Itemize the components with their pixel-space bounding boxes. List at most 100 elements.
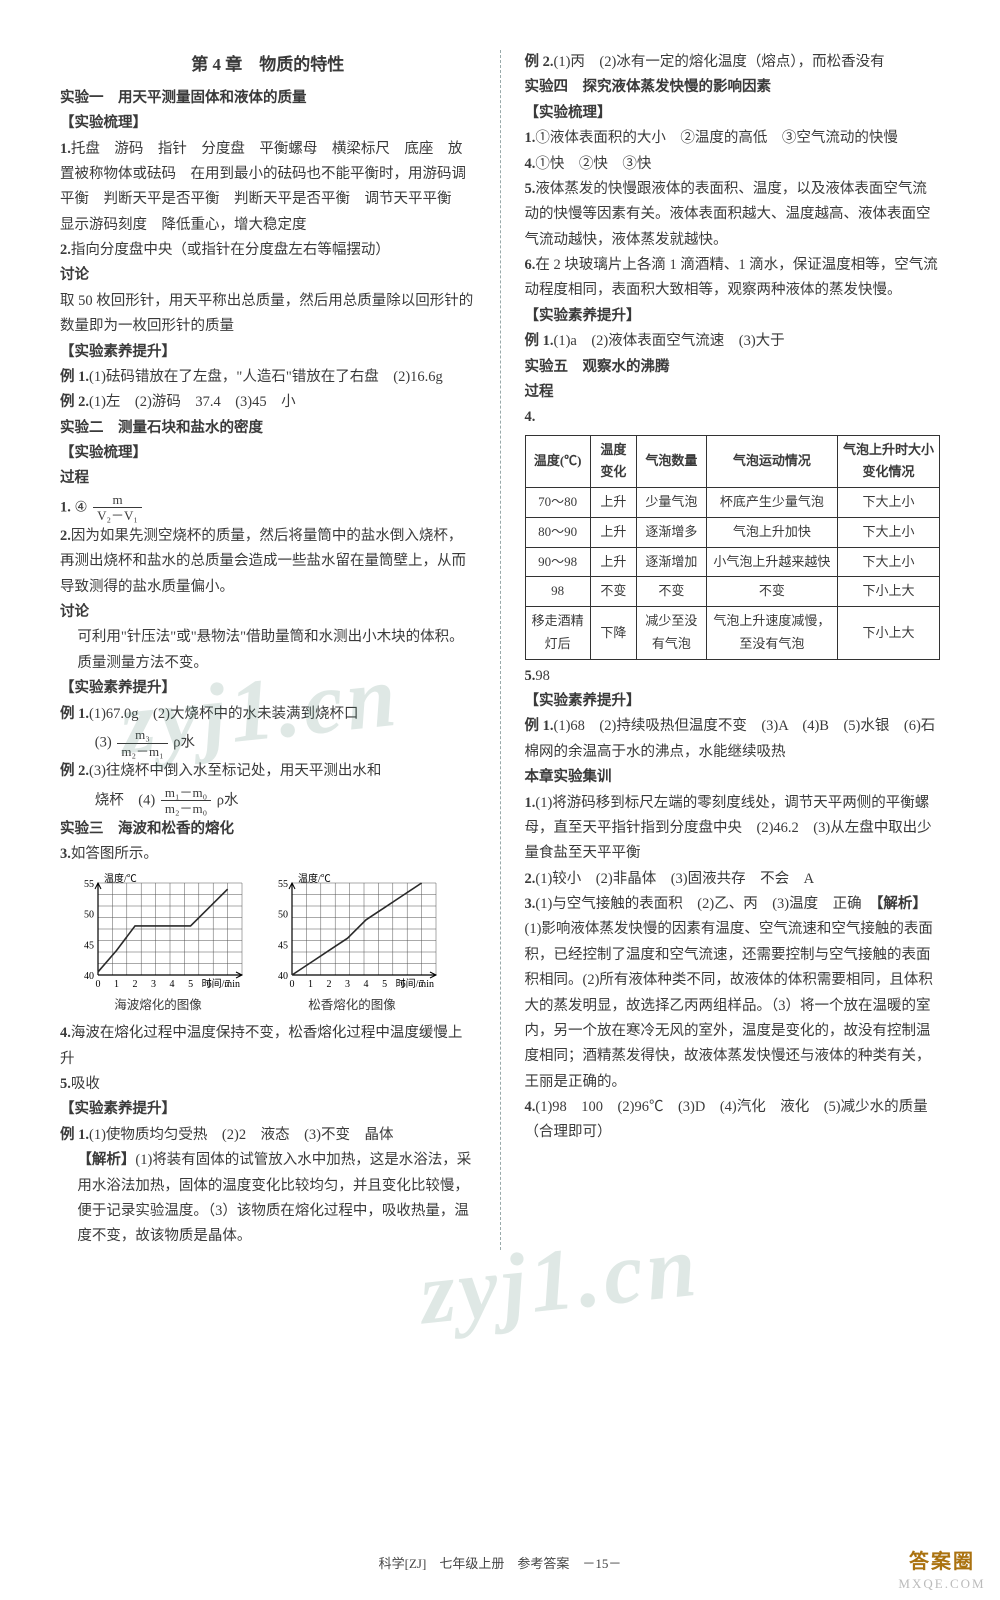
- svg-text:2: 2: [133, 979, 138, 990]
- item-text: ①液体表面积的大小 ②温度的高低 ③空气流动的快慢: [535, 130, 898, 146]
- table-header: 气泡运动情况: [706, 435, 837, 488]
- item-label: 5.: [525, 181, 536, 197]
- para: 1.①液体表面积的大小 ②温度的高低 ③空气流动的快慢: [525, 126, 941, 151]
- item-text: 吸收: [71, 1076, 100, 1092]
- para: 可利用"针压法"或"悬物法"借助量筒和水测出小木块的体积。质量测量方法不变。: [60, 625, 476, 676]
- section-skill: 【实验素养提升】: [525, 304, 941, 329]
- analysis-label: 【解析】: [77, 1152, 135, 1168]
- svg-text:0: 0: [96, 979, 101, 990]
- item-text: 指向分度盘中央（或指针在分度盘左右等幅摆动）: [71, 242, 390, 258]
- fraction-numerator: m₁－m₀: [161, 785, 211, 802]
- svg-text:温度/℃: 温度/℃: [104, 873, 137, 885]
- fraction: m₃ m₂－m₁: [117, 727, 167, 759]
- experiment-3-title: 实验三 海波和松香的熔化: [60, 817, 476, 842]
- item-label: 1.: [525, 130, 536, 146]
- fraction-suffix: ρ水: [173, 734, 195, 750]
- table-cell: 气泡上升速度减慢，至没有气泡: [706, 607, 837, 660]
- item-label: 4.: [525, 156, 536, 172]
- experiment-2-title: 实验二 测量石块和盐水的密度: [60, 416, 476, 441]
- fraction: m V₂－V₁: [93, 492, 142, 524]
- table-header: 气泡数量: [636, 435, 706, 488]
- chapter-training-title: 本章实验集训: [525, 765, 941, 790]
- analysis-text: (1)影响液体蒸发快慢的因素有温度、空气流速和空气接触的表面积，已经控制了温度和…: [525, 921, 933, 1089]
- svg-text:55: 55: [84, 879, 94, 890]
- item-prefix: (3): [95, 734, 112, 750]
- chart-melting-haibo: 4045505501234567温度/℃时间/min: [68, 873, 248, 993]
- para: 1. ④ m V₂－V₁: [60, 492, 476, 524]
- example-text: (1)砝码错放在了左盘，"人造石"错放在了右盘 (2)16.6g: [89, 369, 443, 385]
- analysis-label: 【解析】: [876, 896, 927, 912]
- item-text: 托盘 游码 指针 分度盘 平衡螺母 横梁标尺 底座 放置被称物体或砝码 在用到最…: [60, 141, 466, 233]
- experiment-5-title: 实验五 观察水的沸腾: [525, 355, 941, 380]
- table-cell: 上升: [590, 517, 636, 547]
- example-label: 例 1.: [525, 333, 554, 349]
- two-column-layout: 第 4 章 物质的特性 实验一 用天平测量固体和液体的质量 【实验梳理】 1.托…: [60, 50, 940, 1250]
- example-text: (1)使物质均匀受热 (2)2 液态 (3)不变 晶体: [89, 1127, 393, 1143]
- item-prefix: ④: [75, 499, 88, 515]
- para: 例 2.(1)左 (2)游码 37.4 (3)45 小: [60, 390, 476, 415]
- right-column: 例 2.(1)丙 (2)冰有一定的熔化温度（熔点），而松香没有 实验四 探究液体…: [525, 50, 941, 1250]
- section-sort: 【实验梳理】: [60, 111, 476, 136]
- para: 例 1.(1)67.0g (2)大烧杯中的水未装满到烧杯口: [60, 702, 476, 727]
- item-label: 2.: [60, 242, 71, 258]
- svg-text:45: 45: [84, 941, 94, 952]
- para: 4.海波在熔化过程中温度保持不变，松香熔化过程中温度缓慢上升: [60, 1021, 476, 1072]
- item-label: 1.: [60, 141, 71, 157]
- table-cell: 90～98: [525, 547, 590, 577]
- section-skill: 【实验素养提升】: [60, 1097, 476, 1122]
- table-row: 90～98上升逐渐增加小气泡上升越来越快下大上小: [525, 547, 940, 577]
- example-label: 例 1.: [525, 718, 554, 734]
- item-text: (1)与空气接触的表面积 (2)乙、丙 (3)温度 正确: [535, 896, 861, 912]
- svg-text:0: 0: [290, 979, 295, 990]
- para: 5.吸收: [60, 1072, 476, 1097]
- para: 3.如答图所示。: [60, 842, 476, 867]
- svg-text:时间/min: 时间/min: [396, 977, 434, 990]
- badge-title: 答案圈: [892, 1545, 992, 1574]
- badge-url: MXQE.COM: [892, 1576, 992, 1592]
- section-discussion: 讨论: [60, 600, 476, 625]
- table-cell: 气泡上升加快: [706, 517, 837, 547]
- experiment-4-title: 实验四 探究液体蒸发快慢的影响因素: [525, 75, 941, 100]
- table-cell: 下大上小: [837, 547, 939, 577]
- chart-caption: 松香熔化的图像: [308, 995, 396, 1017]
- svg-text:5: 5: [382, 979, 387, 990]
- experiment-1-title: 实验一 用天平测量固体和液体的质量: [60, 86, 476, 111]
- para: 4.①快 ②快 ③快: [525, 152, 941, 177]
- example-label: 例 2.: [60, 763, 89, 779]
- svg-text:50: 50: [84, 910, 94, 921]
- svg-text:3: 3: [151, 979, 156, 990]
- svg-text:5: 5: [188, 979, 193, 990]
- table-row: 80～90上升逐渐增多气泡上升加快下大上小: [525, 517, 940, 547]
- example-text: (1)67.0g (2)大烧杯中的水未装满到烧杯口: [89, 706, 358, 722]
- table-cell: 移走酒精灯后: [525, 607, 590, 660]
- table-cell: 80～90: [525, 517, 590, 547]
- fraction-numerator: m₃: [117, 727, 167, 744]
- fraction: m₁－m₀ m₂－m₀: [161, 785, 211, 817]
- svg-text:时间/min: 时间/min: [202, 977, 240, 990]
- section-skill: 【实验素养提升】: [525, 689, 941, 714]
- svg-text:50: 50: [278, 910, 288, 921]
- example-text: (1)68 (2)持续吸热但温度不变 (3)A (4)B (5)水银 (6)石棉…: [525, 718, 936, 759]
- item-text: (1)将游码移到标尺左端的零刻度线处，调节天平两侧的平衡螺母，直至天平指针指到分…: [525, 795, 932, 862]
- table-row: 98不变不变不变下小上大: [525, 577, 940, 607]
- svg-text:1: 1: [308, 979, 313, 990]
- table-cell: 不变: [636, 577, 706, 607]
- para: 3.(1)与空气接触的表面积 (2)乙、丙 (3)温度 正确 【解析】(1)影响…: [525, 892, 941, 1095]
- para: (3) m₃ m₂－m₁ ρ水: [60, 727, 476, 759]
- para: 【解析】(1)将装有固体的试管放入水中加热，这是水浴法，采用水浴法加热，固体的温…: [60, 1148, 476, 1250]
- chart-caption: 海波熔化的图像: [114, 995, 202, 1017]
- para: 例 2.(3)往烧杯中倒入水至标记处，用天平测出水和: [60, 759, 476, 784]
- chart-pair: 4045505501234567温度/℃时间/min 海波熔化的图像 40455…: [68, 873, 476, 1017]
- section-skill: 【实验素养提升】: [60, 676, 476, 701]
- item-label: 6.: [525, 257, 536, 273]
- item-text: (1)98 100 (2)96℃ (3)D (4)汽化 液化 (5)减少水的质量…: [525, 1099, 928, 1140]
- fraction-denominator: m₂－m₁: [117, 744, 167, 760]
- item-text: 因为如果先测空烧杯的质量，然后将量筒中的盐水倒入烧杯，再测出烧杯和盐水的总质量会…: [60, 528, 466, 595]
- para: 1.托盘 游码 指针 分度盘 平衡螺母 横梁标尺 底座 放置被称物体或砝码 在用…: [60, 137, 476, 239]
- para: 5.98: [525, 664, 941, 689]
- para: 6.在 2 块玻璃片上各滴 1 滴酒精、1 滴水，保证温度相等，空气流动程度相同…: [525, 253, 941, 304]
- fraction-denominator: V₂－V₁: [93, 508, 142, 524]
- item-label: 1.: [525, 795, 536, 811]
- table-cell: 下大上小: [837, 517, 939, 547]
- item-label: 4.: [525, 405, 941, 430]
